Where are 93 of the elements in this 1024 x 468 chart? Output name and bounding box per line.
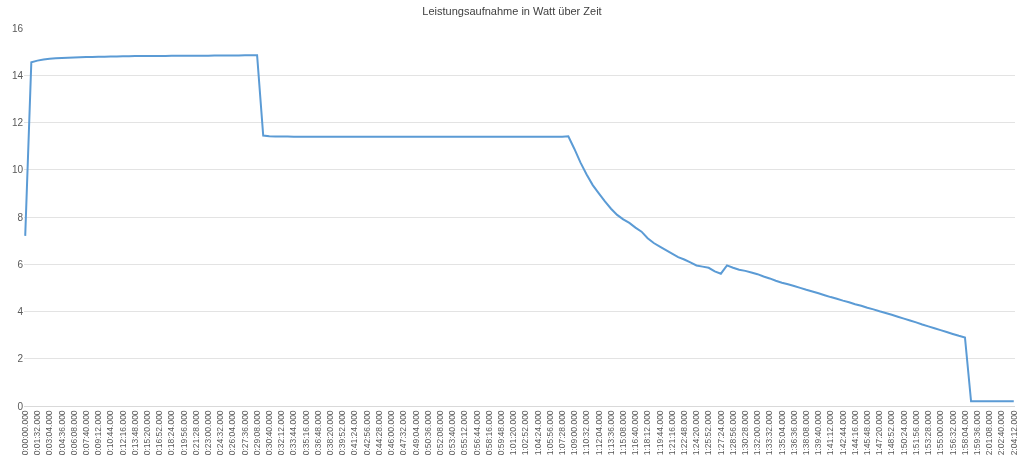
x-tick-label: 0:13:48.000 [129,410,140,456]
x-tick-label: 1:30:28.000 [740,410,751,456]
y-tick-label: 4 [17,306,24,317]
line-series [24,54,1015,403]
x-tick-label: 0:55:12.000 [459,410,470,456]
x-tick-label: 1:39:40.000 [813,410,824,456]
x-tick-label: 1:04:24.000 [532,410,543,456]
x-tick-label: 0:32:12.000 [276,410,287,456]
y-tick-label: 10 [11,164,24,176]
x-tick-label: 0:44:28.000 [373,410,384,456]
x-tick-label: 1:25:52.000 [703,410,714,456]
x-tick-label: 0:41:24.000 [349,410,360,456]
x-tick-label: 0:00:00.000 [19,410,30,456]
x-tick-label: 0:09:12.000 [93,410,104,456]
x-tick-label: 0:15:20.000 [142,410,153,456]
x-tick-label: 1:33:32.000 [764,410,775,456]
x-tick-label: 0:16:52.000 [154,410,165,456]
x-tick-label: 1:45:48.000 [862,410,873,456]
x-tick-label: 1:21:16.000 [666,410,677,456]
x-tick-label: 1:01:20.000 [508,410,519,456]
x-tick-label: 0:46:00.000 [386,410,397,456]
x-tick-label: 0:42:56.000 [361,410,372,456]
x-tick-label: 1:24:20.000 [691,410,702,456]
x-tick-label: 0:21:28.000 [190,410,201,456]
x-tick-label: 1:13:36.000 [605,410,616,456]
x-tick-label: 2:04:12.000 [1008,410,1019,456]
x-tick-label: 1:55:00.000 [935,410,946,456]
x-tick-label: 1:19:44.000 [654,410,665,456]
x-tick-label: 1:02:52.000 [520,410,531,456]
x-tick-label: 1:47:20.000 [874,410,885,456]
x-tick-label: 0:29:08.000 [251,410,262,456]
x-tick-label: 1:16:40.000 [630,410,641,456]
y-tick-label: 14 [11,69,24,81]
y-tick-label: 6 [17,258,24,270]
x-tick-label: 1:32:00.000 [752,410,763,456]
x-tick-label: 0:36:48.000 [312,410,323,456]
x-tick-label: 1:50:24.000 [898,410,909,456]
x-tick-label: 0:47:32.000 [398,410,409,456]
x-tick-label: 1:42:44.000 [837,410,848,456]
x-tick-label: 0:33:44.000 [288,410,299,456]
x-tick-label: 0:18:24.000 [166,410,177,456]
x-tick-label: 1:28:56.000 [727,410,738,456]
x-tick-label: 1:41:12.000 [825,410,836,456]
x-tick-label: 1:58:04.000 [959,410,970,456]
y-tick-label: 12 [11,117,24,128]
y-tick-label: 2 [17,353,24,365]
chart-title: Leistungsaufnahme in Watt über Zeit [422,4,602,17]
x-tick-label: 0:03:04.000 [44,410,55,456]
x-tick-label: 1:27:24.000 [715,410,726,456]
x-tick-label: 0:30:40.000 [264,410,275,456]
x-tick-label: 0:58:16.000 [483,410,494,456]
x-tick-label: 1:36:36.000 [788,410,799,456]
x-tick-label: 1:22:48.000 [679,410,690,456]
x-tick-label: 1:18:12.000 [642,410,653,456]
x-tick-label: 0:50:36.000 [422,410,433,456]
x-tick-label: 0:27:36.000 [239,410,250,456]
x-tick-label: 0:39:52.000 [337,410,348,456]
x-tick-label: 0:10:44.000 [105,410,116,456]
x-tick-label: 1:10:32.000 [581,410,592,456]
x-tick-label: 1:15:08.000 [618,410,628,456]
x-tick-label: 0:24:32.000 [215,410,226,456]
x-tick-label: 1:51:56.000 [910,410,921,456]
x-tick-label: 1:07:28.000 [556,410,567,456]
y-tick-label: 8 [17,211,24,223]
x-tick-label: 0:01:32.000 [32,410,43,456]
x-tick-label: 0:56:44.000 [471,410,482,456]
x-tick-label: 1:05:56.000 [544,410,555,456]
x-tick-label: 2:02:40.000 [996,410,1007,456]
x-tick-label: 0:06:08.000 [68,410,79,456]
y-tick-label: 16 [11,22,24,34]
x-tick-label: 0:38:20.000 [325,410,336,456]
x-tick-label: 1:38:08.000 [801,410,812,456]
x-tick-label: 2:01:08.000 [984,410,995,456]
x-tick-label: 0:49:04.000 [410,410,421,456]
x-tick-label: 1:56:32.000 [947,410,958,456]
x-tick-label: 1:48:52.000 [886,410,897,456]
x-tick-label: 0:59:48.000 [495,410,506,456]
x-tick-label: 0:26:04.000 [227,410,238,456]
x-tick-label: 0:23:00.000 [203,410,214,456]
x-tick-label: 1:59:36.000 [971,410,982,456]
x-tick-label: 1:12:04.000 [593,410,604,456]
x-tick-label: 0:04:36.000 [56,410,67,456]
y-tick-label: 0 [17,400,24,412]
x-tick-label: 1:44:16.000 [849,410,860,456]
x-tick-label: 0:52:08.000 [434,410,445,456]
x-tick-label: 1:35:04.000 [776,410,787,456]
x-tick-label: 0:07:40.000 [81,410,91,456]
x-tick-label: 0:53:40.000 [447,410,458,456]
x-tick-label: 0:19:56.000 [178,410,189,456]
x-tick-label: 1:09:00.000 [569,410,580,456]
x-tick-label: 0:12:16.000 [117,410,128,456]
x-tick-label: 0:35:16.000 [300,410,311,456]
x-tick-label: 1:53:28.000 [923,410,934,456]
